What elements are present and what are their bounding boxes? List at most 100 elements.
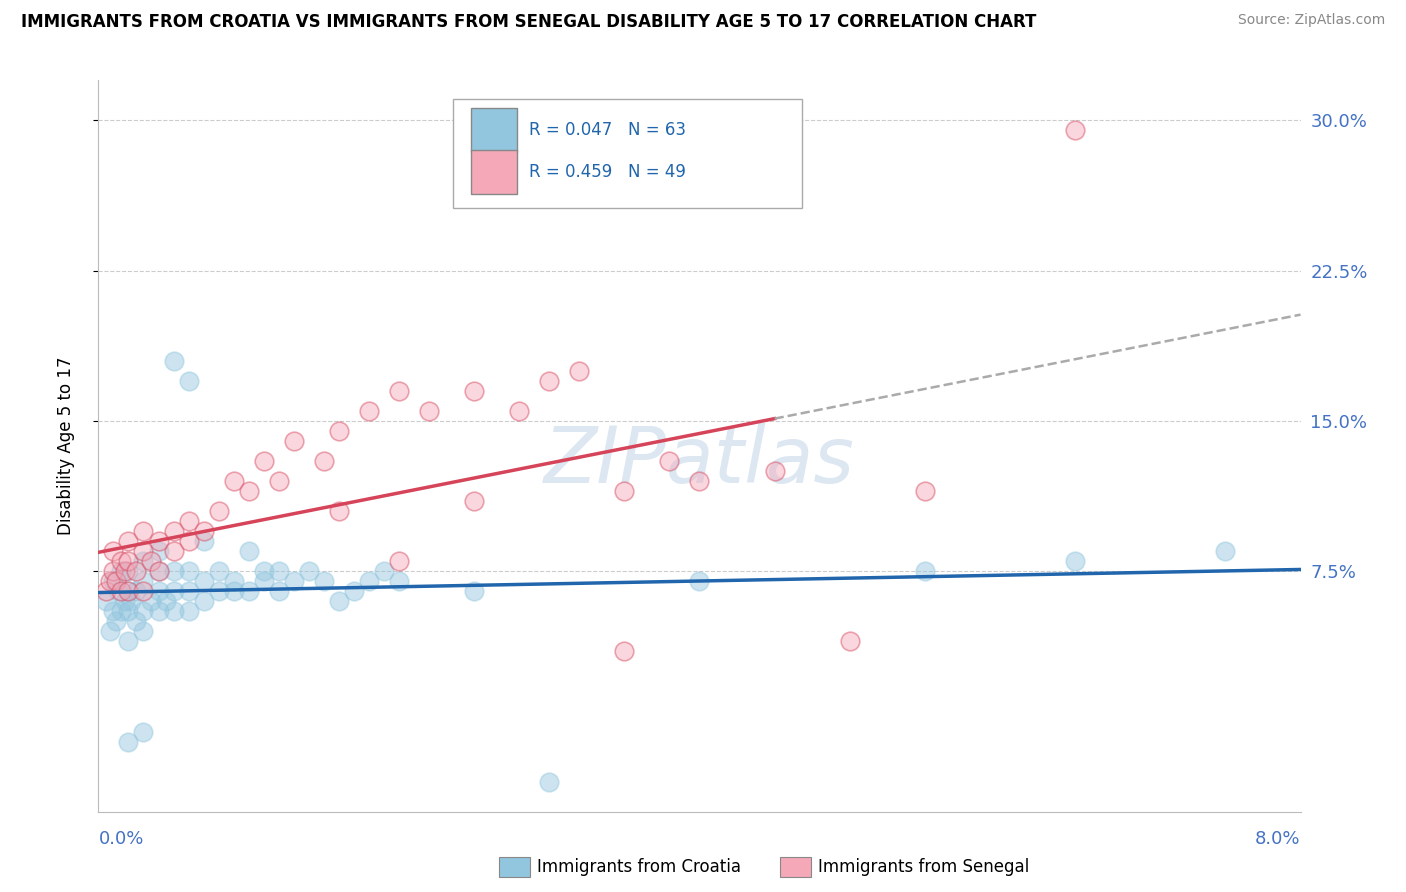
Point	[114, 594, 136, 608]
Point	[328, 594, 350, 608]
Point	[162, 604, 184, 618]
Point	[568, 364, 591, 378]
Point	[193, 594, 215, 608]
Point	[125, 615, 148, 629]
Point	[689, 474, 711, 488]
Text: IMMIGRANTS FROM CROATIA VS IMMIGRANTS FROM SENEGAL DISABILITY AGE 5 TO 17 CORREL: IMMIGRANTS FROM CROATIA VS IMMIGRANTS FR…	[21, 13, 1036, 31]
Point	[114, 564, 136, 578]
Point	[139, 594, 162, 608]
Point	[100, 624, 122, 639]
Text: R = 0.459   N = 49: R = 0.459 N = 49	[529, 162, 686, 181]
Point	[94, 594, 117, 608]
Point	[162, 524, 184, 538]
Point	[162, 544, 184, 558]
Point	[177, 564, 200, 578]
Point	[100, 574, 122, 589]
Point	[388, 554, 411, 568]
Point	[328, 504, 350, 518]
Point	[508, 404, 530, 418]
Point	[132, 624, 155, 639]
Point	[253, 564, 276, 578]
Point	[208, 584, 231, 599]
Point	[222, 474, 245, 488]
Point	[1064, 123, 1087, 137]
Point	[125, 564, 148, 578]
Point	[103, 604, 125, 618]
Point	[914, 564, 936, 578]
Point	[117, 734, 139, 748]
Point	[658, 454, 681, 468]
Point	[267, 584, 290, 599]
Point	[357, 574, 380, 589]
Text: 0.0%: 0.0%	[98, 830, 143, 848]
Text: ZIPatlas: ZIPatlas	[544, 423, 855, 499]
Point	[238, 484, 260, 499]
Point	[463, 494, 485, 508]
Point	[463, 384, 485, 398]
Point	[132, 604, 155, 618]
Point	[117, 534, 139, 549]
Point	[148, 584, 170, 599]
Point	[132, 724, 155, 739]
Point	[208, 504, 231, 518]
Point	[357, 404, 380, 418]
Point	[312, 454, 335, 468]
Point	[105, 574, 128, 589]
Point	[110, 604, 132, 618]
Point	[107, 584, 129, 599]
Point	[162, 354, 184, 368]
Point	[328, 424, 350, 438]
Text: Immigrants from Croatia: Immigrants from Croatia	[537, 858, 741, 876]
Point	[267, 474, 290, 488]
Point	[1064, 554, 1087, 568]
Point	[148, 564, 170, 578]
Point	[132, 554, 155, 568]
Point	[388, 574, 411, 589]
Point	[689, 574, 711, 589]
Point	[148, 564, 170, 578]
Point	[253, 454, 276, 468]
Point	[94, 584, 117, 599]
Point	[838, 634, 860, 648]
Point	[177, 534, 200, 549]
Point	[283, 574, 305, 589]
Point	[162, 564, 184, 578]
Point	[222, 584, 245, 599]
FancyBboxPatch shape	[453, 99, 801, 209]
Point	[177, 584, 200, 599]
Point	[613, 484, 636, 499]
Point	[538, 374, 561, 388]
Text: R = 0.047   N = 63: R = 0.047 N = 63	[529, 121, 686, 139]
Point	[238, 584, 260, 599]
Text: Source: ZipAtlas.com: Source: ZipAtlas.com	[1237, 13, 1385, 28]
Point	[298, 564, 321, 578]
Point	[105, 615, 128, 629]
Point	[117, 554, 139, 568]
Point	[238, 544, 260, 558]
Point	[117, 564, 139, 578]
Point	[267, 564, 290, 578]
Text: Immigrants from Senegal: Immigrants from Senegal	[818, 858, 1029, 876]
Point	[117, 604, 139, 618]
Point	[763, 464, 786, 478]
Text: 8.0%: 8.0%	[1256, 830, 1301, 848]
Point	[132, 544, 155, 558]
Point	[283, 434, 305, 448]
Point	[253, 574, 276, 589]
Point	[343, 584, 366, 599]
Point	[222, 574, 245, 589]
Point	[193, 574, 215, 589]
Point	[103, 574, 125, 589]
Point	[177, 514, 200, 528]
Point	[538, 774, 561, 789]
Point	[117, 584, 139, 599]
Point	[132, 574, 155, 589]
Point	[110, 564, 132, 578]
Point	[139, 554, 162, 568]
Point	[155, 594, 177, 608]
Bar	[471, 150, 517, 194]
Point	[103, 544, 125, 558]
Point	[193, 534, 215, 549]
Point	[110, 554, 132, 568]
Point	[117, 634, 139, 648]
